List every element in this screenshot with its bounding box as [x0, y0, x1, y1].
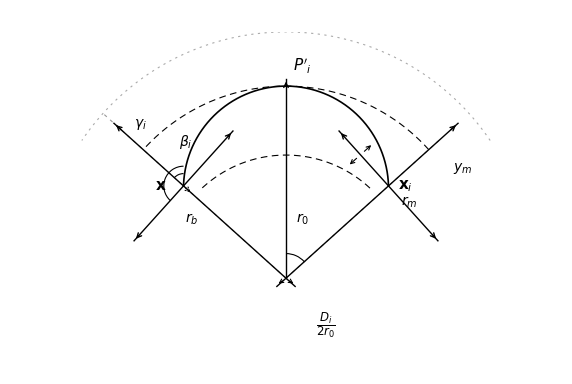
Text: $r_0$: $r_0$: [296, 211, 309, 227]
Text: $\dfrac{D_i}{2r_0}$: $\dfrac{D_i}{2r_0}$: [316, 310, 335, 340]
Text: $r_m$: $r_m$: [401, 195, 418, 210]
Text: $\beta_i$: $\beta_i$: [178, 133, 192, 151]
Text: $\gamma_i$: $\gamma_i$: [134, 117, 146, 132]
Text: $\mathbf{x}_i$: $\mathbf{x}_i$: [398, 178, 413, 194]
Text: $\mathbf{x}$: $\mathbf{x}$: [154, 179, 166, 193]
Text: $r_b$: $r_b$: [185, 211, 198, 227]
Text: $P'_i$: $P'_i$: [293, 57, 312, 76]
Text: $y_m$: $y_m$: [452, 161, 472, 176]
